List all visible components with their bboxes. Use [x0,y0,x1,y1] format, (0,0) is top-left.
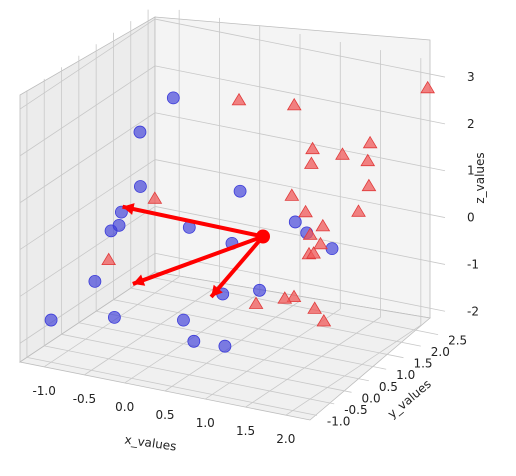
grid-line-y-floor [147,276,439,336]
blue-circle-point [218,339,232,353]
arrow-head [132,274,146,286]
red-triangle-point [302,227,318,240]
grid-line-z-left [19,65,156,157]
red-triangle-point [298,204,313,218]
y-tick-label: 0.5 [379,380,398,394]
red-triangle-point [316,314,332,327]
x-tick-label: 1.0 [196,416,215,430]
arrow-shaft [122,204,264,239]
x-axis-label: x_values [124,432,178,453]
grid-line-y-floor [44,345,335,405]
z-tick-label: 0 [467,211,475,225]
grid-line-z-left [19,18,156,110]
grid-line-y-floor [61,333,352,393]
blue-circle-point [112,218,126,232]
blue-circle-point [133,125,147,139]
blue-circle-point [44,313,58,327]
arrow-shaft [209,235,265,299]
axes-panes [18,16,431,421]
blue-circle-point [233,184,247,198]
grid-line-x-floor [84,284,220,376]
blue-circle-point [177,313,190,327]
x-tick-label: 2.0 [276,432,295,446]
blue-circle-point [288,215,302,229]
y-tick-label: 0.0 [362,391,381,405]
z-tick-label: 1 [467,164,475,178]
blue-circle-point [108,310,121,324]
red-triangle-point [306,246,321,259]
z-tick-label: 2 [467,117,475,131]
x-tick-label: -0.5 [73,392,96,406]
grid-line-z-left [19,252,156,344]
data-points [44,80,435,353]
z-tick-label: 3 [467,70,475,84]
grid-line-z-left [19,206,156,297]
red-triangle-point [361,178,377,192]
blue-circle-point [253,283,266,297]
red-triangle-point [315,218,331,232]
grid-line-z-back [154,18,446,78]
red-triangle-point [286,289,302,303]
z-tick-label: -2 [467,304,479,318]
grid-line-y-floor [130,287,421,347]
red-triangle-point [313,236,328,250]
red-triangle-point [284,188,300,201]
y-tick-label: 1.0 [396,368,415,382]
blue-circle-point [88,274,102,288]
red-triangle-point [420,80,435,94]
grid-line-z-back [154,252,446,312]
red-triangle-point [147,191,163,204]
arrow-head [211,284,223,297]
grid-line-x-floor [205,308,341,400]
grid-line-z-left [19,159,156,250]
x-tick-label: 0.5 [155,408,174,422]
y-tick-label: 2.5 [448,334,467,348]
blue-circle-point [187,334,201,348]
y-tick-label: -1.0 [327,414,350,428]
y-tick-label: -0.5 [344,403,367,417]
red-triangle-point [305,141,320,155]
grid-line-x-floor [245,316,381,408]
grid-line-z-back [154,206,446,265]
y-tick-label: 1.5 [413,357,432,371]
blue-circle-point [325,242,339,256]
red-triangle-point [360,153,376,167]
grid-line-x-floor [164,300,301,392]
x-tick-label: 0.0 [115,400,134,414]
grid-lines [19,9,446,416]
tick-labels: -1.0-0.50.00.51.01.52.0-1.0-0.50.00.51.0… [32,70,479,446]
blue-circle-point [133,180,147,193]
red-triangle-point [277,291,293,304]
z-tick-label: -1 [467,257,479,271]
red-triangle-point [286,97,302,111]
z-axis-label: z_values [473,152,487,203]
red-triangle-point [351,204,366,217]
grid-line-z-back [154,159,446,218]
x-tick-label: -1.0 [32,384,55,398]
vector-arrows [122,203,270,299]
grid-line-y-floor [96,310,387,370]
arrow-shaft [132,234,264,286]
blue-circle-point [166,91,180,105]
grid-line-x-floor [285,324,422,416]
grid-line-y-floor [26,356,318,416]
red-triangle-point [335,147,350,160]
grid-line-z-back [154,112,446,172]
y-tick-label: 2.0 [431,345,450,359]
red-triangle-point [303,156,319,169]
grid-line-z-left [19,112,156,204]
grid-line-z-back [154,65,446,125]
x-tick-label: 1.5 [236,424,255,438]
red-triangle-point [248,296,264,309]
red-triangle-point [362,135,378,149]
red-triangle-point [231,92,247,106]
grid-line-y-floor [113,299,404,359]
red-triangle-point [101,252,117,266]
red-triangle-point [307,301,322,314]
arrow-head [122,203,135,215]
